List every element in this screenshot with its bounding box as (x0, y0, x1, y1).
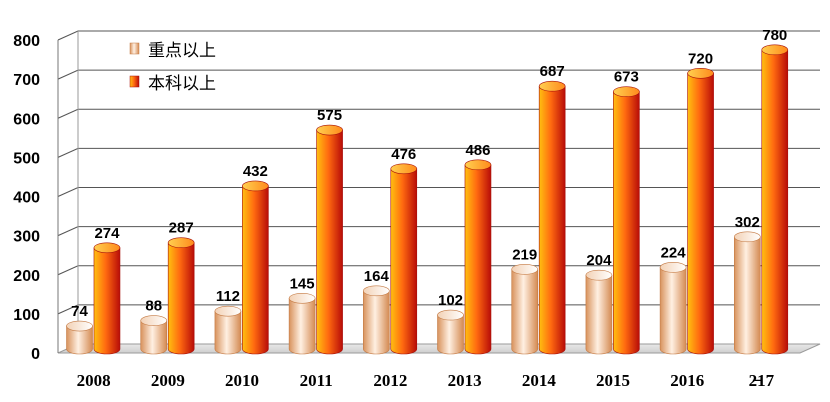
data-labels: 74 274 88 287 112 432 145 575 164 476 102 486 219 687… (71, 27, 787, 320)
x-tick-label: 2014 (522, 371, 557, 390)
data-label: 575 (317, 107, 342, 124)
data-label: 219 (512, 246, 537, 263)
data-label: 476 (391, 146, 416, 163)
y-tick-label: 500 (13, 150, 40, 167)
bar-undergrad-2016 (687, 68, 714, 355)
x-tick-label: 2̶17 (749, 371, 775, 390)
y-tick-label: 600 (13, 111, 40, 128)
x-axis: 2008 2009 2010 2011 2012 2013 2014 2015 2016 2̶17 (77, 371, 775, 390)
x-tick-label: 2010 (225, 371, 259, 390)
data-label: 274 (94, 225, 120, 242)
bar-key-2014 (511, 264, 539, 355)
bar-undergrad-2015 (613, 86, 640, 355)
data-label: 102 (438, 292, 463, 309)
bar-undergrad-2009 (167, 237, 195, 355)
data-label: 204 (586, 252, 612, 269)
y-tick-label: 0 (31, 346, 40, 363)
bar-undergrad-2010 (242, 180, 269, 355)
bar-key-2010 (214, 305, 242, 355)
data-label: 486 (465, 142, 490, 159)
bar-key-2016 (659, 262, 687, 355)
bar-key-2017 (734, 231, 761, 355)
x-tick-label: 2016 (670, 371, 704, 390)
bar-undergrad-2008 (93, 242, 121, 355)
x-tick-label: 2013 (448, 371, 482, 390)
bar-undergrad-2012 (390, 163, 418, 355)
x-tick-label: 2012 (373, 371, 407, 390)
data-label: 687 (540, 63, 565, 80)
data-label: 88 (145, 298, 162, 315)
x-tick-label: 2011 (300, 371, 333, 390)
bar-key-2013 (437, 309, 464, 355)
legend-label: 本科以上 (148, 74, 216, 94)
data-label: 302 (735, 214, 760, 231)
x-tick-label: 2009 (151, 371, 185, 390)
bar-undergrad-2017 (761, 44, 789, 355)
y-tick-label: 700 (13, 72, 40, 89)
y-tick-label: 100 (13, 307, 40, 324)
bar-key-2012 (363, 285, 390, 355)
bar-key-2015 (585, 269, 613, 355)
data-label: 145 (290, 275, 315, 292)
legend-swatch (129, 42, 140, 55)
data-label: 673 (614, 69, 639, 86)
y-tick-label: 400 (13, 190, 40, 207)
data-label: 224 (661, 244, 687, 261)
bar-undergrad-2013 (464, 159, 492, 355)
bar-key-2009 (140, 315, 168, 355)
data-label: 74 (71, 303, 88, 320)
data-label: 780 (762, 27, 787, 44)
y-axis: 0 100 200 300 400 500 600 700 800 (13, 31, 79, 363)
data-label: 112 (216, 288, 240, 305)
y-tick-label: 300 (13, 229, 40, 246)
data-label: 287 (169, 220, 194, 237)
data-label: 432 (243, 163, 268, 180)
bar-key-2008 (66, 320, 93, 355)
bar-key-2011 (288, 292, 316, 355)
legend-item-undergrad: 本科以上 (129, 74, 216, 94)
gridline (57, 30, 820, 41)
bars (66, 44, 789, 355)
y-tick-label: 200 (13, 268, 40, 285)
data-label: 720 (688, 50, 713, 67)
x-tick-label: 2008 (77, 371, 111, 390)
legend-swatch (129, 75, 140, 88)
legend-item-key: 重点以上 (129, 41, 216, 61)
x-tick-label: 2015 (596, 371, 630, 390)
bar-undergrad-2011 (316, 124, 343, 355)
y-tick-label: 800 (13, 33, 40, 50)
bar-undergrad-2014 (538, 80, 566, 355)
data-label: 164 (364, 268, 390, 285)
legend-label: 重点以上 (148, 41, 216, 61)
